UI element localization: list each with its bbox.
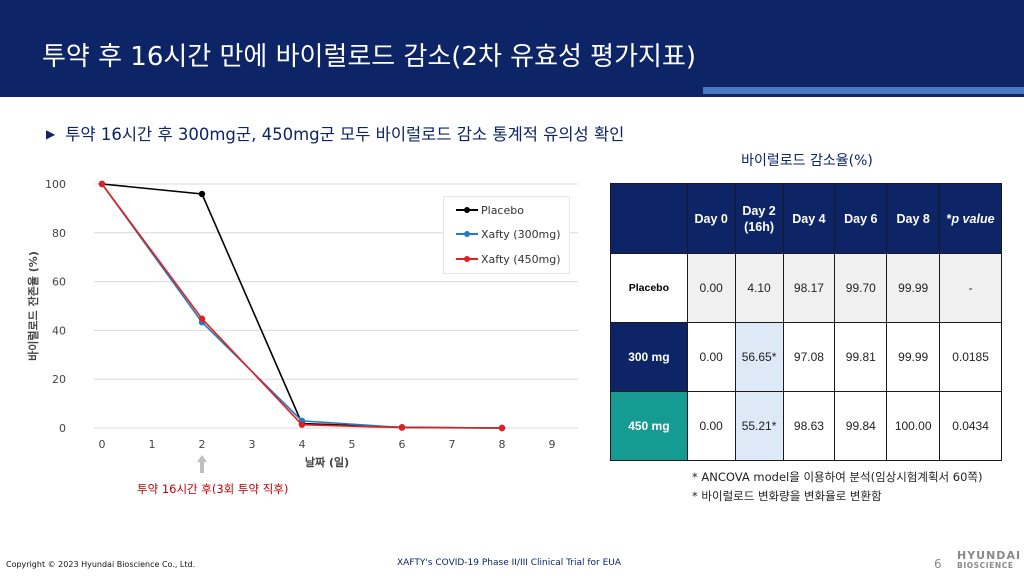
table-cell-day2: 4.10 (734, 253, 784, 323)
x-tick-label: 5 (349, 438, 356, 451)
x-tick-label: 9 (549, 438, 556, 451)
table-cell-p-value: 0.0185 (939, 322, 1002, 392)
data-point-placebo (198, 190, 206, 198)
triangle-bullet-icon: ▶ (46, 127, 56, 141)
table-cell-p-value: 0.0434 (939, 391, 1002, 461)
footnote-ancova: * ANCOVA model을 이용하여 분석(임상시험계획서 60쪽) (692, 470, 983, 484)
y-tick-label: 100 (45, 178, 66, 191)
table-cell: 99.99 (886, 253, 941, 323)
y-tick-label: 60 (52, 276, 66, 289)
header-blank-cell (610, 183, 688, 254)
table-row-placebo: Placebo 0.00 4.10 98.17 99.70 99.99 - (610, 253, 1002, 323)
header-p-value: *p value (939, 183, 1002, 254)
y-tick-label: 80 (52, 227, 66, 240)
data-point-xafty-450mg (98, 180, 106, 188)
legend-label-300mg: Xafty (300mg) (481, 227, 561, 241)
table-cell: 99.84 (834, 391, 888, 461)
footer-caption: XAFTY's COVID-19 Phase II/III Clinical T… (397, 558, 622, 568)
x-tick-label: 2 (199, 438, 206, 451)
x-tick-label: 7 (449, 438, 456, 451)
table-cell: 0.00 (686, 253, 736, 323)
row-label-placebo: Placebo (610, 253, 688, 323)
x-tick-label: 1 (149, 438, 156, 451)
legend-swatch-450mg (456, 256, 478, 262)
data-point-xafty-450mg (198, 315, 206, 322)
header-day4: Day 4 (782, 183, 836, 254)
up-arrow-icon (197, 455, 207, 473)
y-axis-label: 바이럴로드 잔존율 (%) (26, 251, 40, 361)
header-p-value-prefix: * (946, 211, 952, 226)
table-cell: 98.17 (782, 253, 836, 323)
table-header-row: Day 0 Day 2 (16h) Day 4 Day 6 Day 8 *p va… (610, 183, 1002, 254)
table-cell: 99.81 (834, 322, 888, 392)
copyright-text: Copyright © 2023 Hyundai Bioscience Co.,… (6, 560, 196, 569)
table-cell: 100.00 (886, 391, 941, 461)
table-cell: 99.70 (834, 253, 888, 323)
legend-swatch-300mg (456, 231, 478, 237)
legend-label-placebo: Placebo (481, 203, 524, 217)
header-day2: Day 2 (16h) (734, 183, 784, 254)
summary-bullet-text: 투약 16시간 후 300mg군, 450mg군 모두 바이럴로드 감소 통계적… (65, 125, 625, 144)
header-p-value-label: p value (951, 211, 995, 226)
logo-line2: BIOSCIENCE (957, 561, 1014, 570)
x-tick-label: 3 (249, 438, 256, 451)
row-label-300mg: 300 mg (610, 322, 688, 392)
legend-swatch-placebo (456, 207, 478, 213)
series-line-xafty-300mg (101, 183, 503, 429)
page-title: 투약 후 16시간 만에 바이럴로드 감소(2차 유효성 평가지표) (42, 42, 697, 72)
table-cell: 98.63 (782, 391, 836, 461)
header-day0: Day 0 (686, 183, 736, 254)
header-accent-stripe (703, 87, 1024, 94)
legend-item-300mg: Xafty (300mg) (456, 227, 561, 241)
table-row-300mg: 300 mg 0.00 56.65* 97.08 99.81 99.99 0.0… (610, 322, 1002, 392)
header-day2-line2: (16h) (744, 219, 774, 234)
page-number: 6 (934, 557, 942, 571)
data-point-xafty-450mg (498, 424, 506, 432)
x-tick-label: 6 (399, 438, 406, 451)
data-point-xafty-450mg (298, 421, 306, 428)
row-label-450mg: 450 mg (610, 391, 688, 461)
x-tick-label: 4 (299, 438, 306, 451)
table-cell: 99.99 (886, 322, 941, 392)
y-tick-label: 20 (52, 373, 66, 386)
header-day6: Day 6 (834, 183, 888, 254)
y-tick-label: 0 (59, 422, 66, 435)
table-cell: 0.00 (686, 391, 736, 461)
table-title: 바이럴로드 감소율(%) (741, 153, 873, 169)
table-cell-day2: 55.21* (734, 391, 784, 461)
table-cell: 0.00 (686, 322, 736, 392)
logo-line1: HYUNDAI (957, 549, 1022, 562)
header-day2-line1: Day 2 (742, 203, 776, 218)
x-axis-label: 날짜 (일) (305, 455, 349, 469)
x-tick-label: 8 (499, 438, 506, 451)
reduction-rate-table: Day 0 Day 2 (16h) Day 4 Day 6 Day 8 *p va… (610, 183, 1002, 461)
series-line-xafty-450mg (101, 183, 503, 429)
y-tick-label: 40 (52, 324, 66, 337)
footnote-conversion: * 바이럴로드 변화량을 변화율로 변환함 (692, 489, 882, 503)
company-logo: HYUNDAI BIOSCIENCE (957, 549, 1022, 571)
header-banner: 투약 후 16시간 만에 바이럴로드 감소(2차 유효성 평가지표) (0, 0, 1024, 97)
x-tick-label: 0 (99, 438, 106, 451)
header-day8: Day 8 (886, 183, 941, 254)
table-cell-day2: 56.65* (734, 322, 784, 392)
dose-annotation: 투약 16시간 후(3회 투약 직후) (137, 482, 289, 496)
table-row-450mg: 450 mg 0.00 55.21* 98.63 99.84 100.00 0.… (610, 391, 1002, 461)
legend-item-450mg: Xafty (450mg) (456, 252, 561, 266)
legend-item-placebo: Placebo (456, 203, 524, 217)
table-cell-p-value: - (939, 253, 1002, 323)
chart-legend: Placebo Xafty (300mg) Xafty (450mg) (443, 196, 570, 274)
summary-bullet: ▶ 투약 16시간 후 300mg군, 450mg군 모두 바이럴로드 감소 통계… (46, 121, 624, 145)
data-point-xafty-450mg (398, 424, 406, 431)
series-line-placebo (101, 183, 503, 429)
table-cell: 97.08 (782, 322, 836, 392)
legend-label-450mg: Xafty (450mg) (481, 252, 561, 266)
